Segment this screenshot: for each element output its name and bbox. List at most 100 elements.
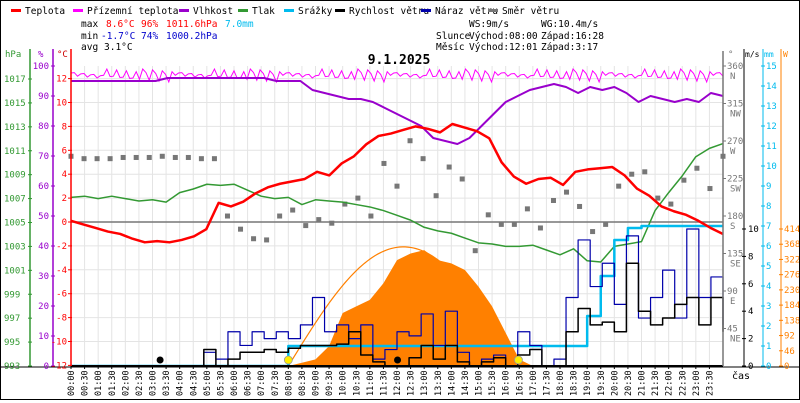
winddir-tick-label: 180	[727, 212, 743, 222]
x-tick-label: 13:30	[434, 370, 444, 396]
x-tick-label: 19:00	[583, 370, 593, 396]
wind-direction-point	[537, 225, 543, 231]
x-tick-label: 06:00	[230, 370, 240, 396]
temperature-tick-label: -2	[56, 242, 67, 252]
sunset-marker-icon	[514, 355, 523, 365]
wind-direction-point	[211, 156, 217, 162]
x-tick-label: 05:30	[216, 370, 226, 396]
windspeed-tick-label: 2	[748, 335, 753, 345]
winddir-tick-label: 45	[727, 325, 738, 335]
wind-direction-point	[577, 203, 583, 209]
wind-direction-point	[329, 220, 335, 226]
wind-direction-point	[342, 201, 348, 207]
wind-direction-point	[277, 213, 283, 219]
stat-rain-total: 7.0mm	[225, 19, 254, 30]
radiation-tick-label: 138	[784, 316, 799, 326]
radiation-tick-label: 0	[784, 362, 789, 372]
x-tick-label: 15:30	[488, 370, 498, 396]
legend-label-3: Tlak	[252, 6, 275, 17]
wind-direction-point	[472, 248, 478, 254]
wind-direction-point	[133, 154, 139, 160]
x-tick-label: 18:00	[556, 370, 566, 396]
moonrise-marker-icon	[394, 356, 402, 364]
humidity-tick-label: 30	[38, 272, 49, 282]
x-tick-label: 02:30	[135, 370, 145, 396]
temperature-tick-label: -12	[51, 361, 67, 371]
wind-direction-point	[459, 176, 465, 182]
x-tick-label: 09:00	[312, 370, 322, 396]
legend-label-1: Přízemní teplota	[87, 6, 179, 17]
winddir-unit-label: °	[728, 50, 733, 60]
legend-swatch-5	[335, 9, 345, 12]
humidity-unit-label: %	[38, 50, 44, 60]
wind-direction-point	[603, 221, 609, 227]
wind-direction-point	[159, 153, 165, 159]
stat-temp-max: 8.6°C	[106, 19, 135, 30]
winddir-tick-label: 315	[727, 100, 743, 110]
x-tick-label: 12:00	[393, 370, 403, 396]
radiation-tick-label: 322	[784, 255, 799, 265]
legend-swatch-0	[11, 9, 21, 12]
rain-tick-label: 5	[766, 262, 771, 272]
wind-direction-point	[642, 169, 648, 175]
pressure-tick-label: 1015	[4, 99, 26, 109]
rain-tick-label: 9	[766, 182, 771, 192]
x-tick-label: 03:00	[149, 370, 159, 396]
wind-direction-point	[629, 171, 635, 177]
wind-direction-point	[446, 164, 452, 170]
radiation-tick-label: 414	[784, 225, 799, 235]
pressure-tick-label: 995	[4, 338, 20, 348]
pressure-tick-label: 999	[4, 290, 20, 300]
rain-tick-label: 0	[766, 362, 771, 372]
radiation-tick-label: 230	[784, 286, 799, 296]
stat-wg: WG:10.4m/s	[541, 19, 598, 30]
wind-direction-point	[550, 197, 556, 203]
wind-direction-point	[511, 221, 517, 227]
humidity-tick-label: 40	[38, 242, 49, 252]
wind-direction-point	[420, 156, 426, 162]
wind-direction-point	[498, 221, 504, 227]
radiation-unit-label: W	[783, 50, 788, 59]
wind-direction-point	[668, 201, 674, 207]
x-tick-label: 21:30	[651, 370, 661, 396]
series-temperature	[70, 122, 724, 244]
legend-swatch-2	[179, 9, 189, 12]
x-tick-label: 03:30	[162, 370, 172, 396]
wind-direction-point	[368, 213, 374, 219]
stat-max-label: max	[81, 19, 98, 30]
x-tick-label: 04:30	[189, 370, 199, 396]
stats-block: max 8.6°C 96% 1011.6hPa 7.0mm min -1.7°C…	[81, 19, 604, 53]
winddir-compass-label: W	[730, 147, 736, 157]
wind-direction-point	[316, 217, 322, 223]
windspeed-tick-label: 6	[748, 280, 753, 290]
wind-direction-point	[681, 177, 687, 183]
pressure-tick-label: 1003	[4, 242, 26, 252]
series-surface-temperature	[70, 67, 724, 84]
rain-tick-label: 13	[766, 102, 777, 112]
wind-direction-point	[394, 183, 400, 189]
stat-avg-label: avg	[81, 42, 98, 53]
theoretical-radiation-line	[287, 246, 518, 367]
x-tick-label: 08:30	[298, 370, 308, 396]
humidity-tick-label: 10	[38, 332, 49, 342]
x-tick-label: 00:00	[67, 370, 77, 396]
stat-temp-min: -1.7°C	[101, 31, 135, 42]
temperature-tick-label: -4	[56, 266, 67, 276]
legend-label-2: Vlhkost	[193, 6, 233, 17]
x-tick-label: 16:00	[502, 370, 512, 396]
rain-tick-label: 12	[766, 122, 777, 132]
stat-sun-label: Slunce	[436, 31, 471, 42]
rain-tick-label: 15	[766, 62, 777, 72]
temperature-tick-label: 10	[56, 99, 67, 109]
windspeed-tick-label: 4	[748, 307, 753, 317]
temperature-tick-label: 4	[62, 170, 67, 180]
winddir-tick-label: 360	[727, 62, 743, 72]
x-tick-label: 23:00	[692, 370, 702, 396]
temperature-tick-label: 0	[62, 218, 67, 228]
rain-tick-label: 3	[766, 302, 771, 312]
winddir-compass-label: N	[730, 72, 735, 82]
x-tick-label: 02:00	[121, 370, 131, 396]
humidity-tick-label: 100	[33, 62, 49, 72]
